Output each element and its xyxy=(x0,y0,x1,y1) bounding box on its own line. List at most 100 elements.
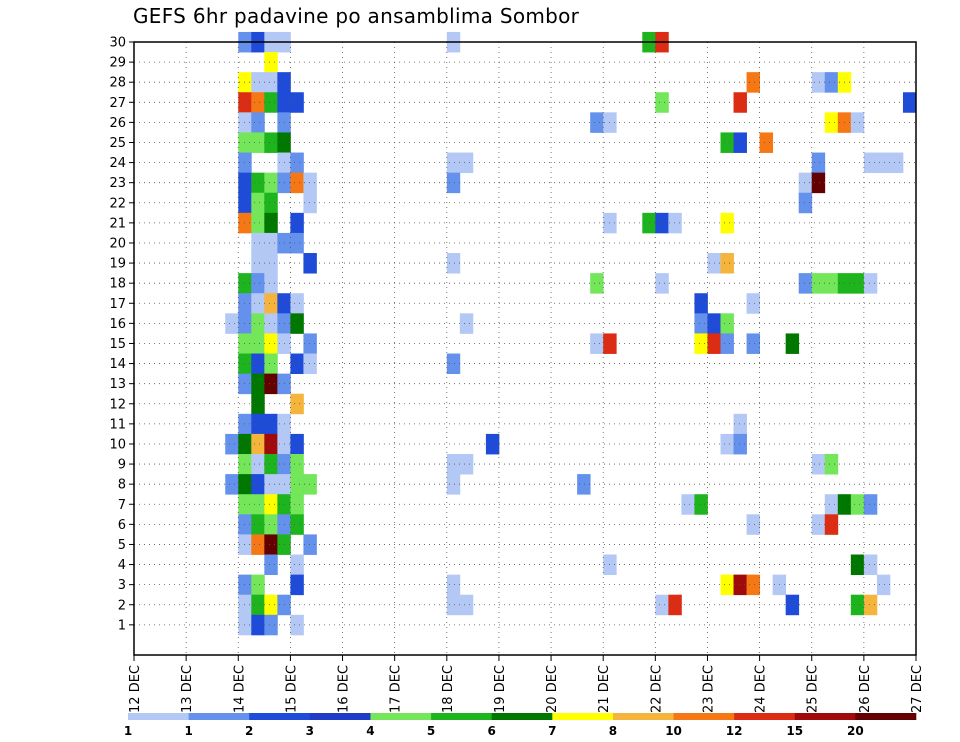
heatmap-cell xyxy=(264,172,278,194)
heatmap-cell xyxy=(303,534,317,555)
y-tick-label: 16 xyxy=(109,317,126,332)
heatmap-cell xyxy=(577,474,591,495)
y-tick-label: 22 xyxy=(109,196,126,211)
y-tick-label: 7 xyxy=(118,498,126,513)
heatmap-cell xyxy=(446,474,461,495)
heatmap-cell xyxy=(733,132,747,153)
heatmap-cell xyxy=(303,172,317,194)
heatmap-cell xyxy=(290,454,304,475)
heatmap-cell xyxy=(251,253,265,274)
heatmap-cell xyxy=(264,594,278,616)
legend-label: 4 xyxy=(366,724,374,738)
legend-swatch xyxy=(612,713,674,720)
heatmap-cell xyxy=(811,514,826,535)
y-tick-label: 5 xyxy=(118,538,126,553)
heatmap-cell xyxy=(590,333,604,354)
heatmap-cell xyxy=(251,494,265,515)
heatmap-cell xyxy=(746,72,760,93)
heatmap-cell xyxy=(459,594,474,616)
heatmap-cell xyxy=(303,474,317,495)
heatmap-cell xyxy=(720,313,734,334)
heatmap-cell xyxy=(264,534,278,555)
heatmap-cell xyxy=(446,353,461,375)
legend-swatch xyxy=(431,713,492,720)
heatmap-cell xyxy=(733,92,747,113)
heatmap-cell xyxy=(459,454,474,475)
y-axis: 1234567891011121314151617181920212223242… xyxy=(109,36,134,633)
heatmap-cell xyxy=(811,454,826,475)
y-tick-label: 12 xyxy=(109,397,126,412)
heatmap-cell xyxy=(811,172,826,194)
x-tick-label: 16 DEC xyxy=(337,665,352,713)
heatmap-cell xyxy=(824,112,839,133)
heatmap-cell xyxy=(811,72,826,93)
heatmap-cell xyxy=(290,614,304,636)
heatmap-cell xyxy=(251,72,265,93)
heatmap-cell xyxy=(446,152,461,174)
heatmap-cell xyxy=(251,574,265,596)
y-tick-label: 28 xyxy=(109,76,126,91)
y-tick-label: 10 xyxy=(109,437,126,452)
y-tick-label: 3 xyxy=(118,578,126,593)
heatmap-cell xyxy=(251,474,265,495)
y-tick-label: 27 xyxy=(109,96,126,111)
heatmap-cell xyxy=(824,72,839,93)
legend-label: 5 xyxy=(427,724,435,738)
y-tick-label: 29 xyxy=(109,56,126,71)
y-tick-label: 14 xyxy=(109,357,126,372)
y-tick-label: 2 xyxy=(118,598,126,613)
heatmap-cell xyxy=(264,192,278,214)
heatmap-cell xyxy=(850,273,865,294)
heatmap-cell xyxy=(459,152,474,174)
chart-title: GEFS 6hr padavine po ansamblima Sombor xyxy=(133,4,580,28)
heatmap-cell xyxy=(590,112,604,133)
heatmap-cell xyxy=(290,554,304,576)
heatmap-cell xyxy=(264,454,278,475)
heatmap-cell xyxy=(863,152,878,174)
y-tick-label: 13 xyxy=(109,377,126,392)
heatmap-cell xyxy=(251,333,265,354)
legend-swatch xyxy=(673,713,735,720)
y-tick-label: 15 xyxy=(109,337,126,352)
heatmap-cell xyxy=(290,92,304,113)
heatmap-cell xyxy=(251,393,265,415)
heatmap-cell xyxy=(251,614,265,636)
heatmap-cell xyxy=(251,514,265,535)
heatmap-cell xyxy=(251,92,265,113)
heatmap-cell xyxy=(251,172,265,194)
heatmap-cell xyxy=(824,514,839,535)
heatmap-cell xyxy=(746,333,760,354)
y-tick-label: 6 xyxy=(118,518,126,533)
legend-swatch xyxy=(552,713,614,720)
x-tick-label: 14 DEC xyxy=(232,665,247,713)
heatmap-cell xyxy=(720,333,734,354)
heatmap-cell xyxy=(225,474,239,495)
heatmap-cell xyxy=(876,152,891,174)
chart-gridlines xyxy=(134,41,916,655)
heatmap-cell xyxy=(694,333,708,354)
heatmap-cell xyxy=(655,273,669,294)
legend-swatch xyxy=(370,713,432,720)
heatmap-cell xyxy=(733,413,747,435)
heatmap-cell xyxy=(303,333,317,354)
heatmap-cell xyxy=(251,534,265,555)
legend-label: 1 xyxy=(184,724,192,738)
heatmap-cell xyxy=(290,474,304,495)
heatmap-cell xyxy=(290,393,304,415)
x-tick-label: 25 DEC xyxy=(806,665,821,713)
legend-swatch xyxy=(249,713,311,720)
heatmap-cell xyxy=(798,172,813,194)
heatmap-cell xyxy=(733,574,747,596)
heatmap-cell xyxy=(264,433,278,455)
y-tick-label: 4 xyxy=(118,558,126,573)
heatmap-cell xyxy=(746,514,760,535)
heatmap-cell xyxy=(811,152,826,174)
heatmap-cell xyxy=(290,494,304,515)
heatmap-cell xyxy=(811,273,826,294)
heatmap-cell xyxy=(290,172,304,194)
heatmap-cell xyxy=(824,454,839,475)
x-tick-label: 13 DEC xyxy=(180,665,195,713)
heatmap-cell xyxy=(446,574,461,596)
y-tick-label: 30 xyxy=(109,36,126,51)
